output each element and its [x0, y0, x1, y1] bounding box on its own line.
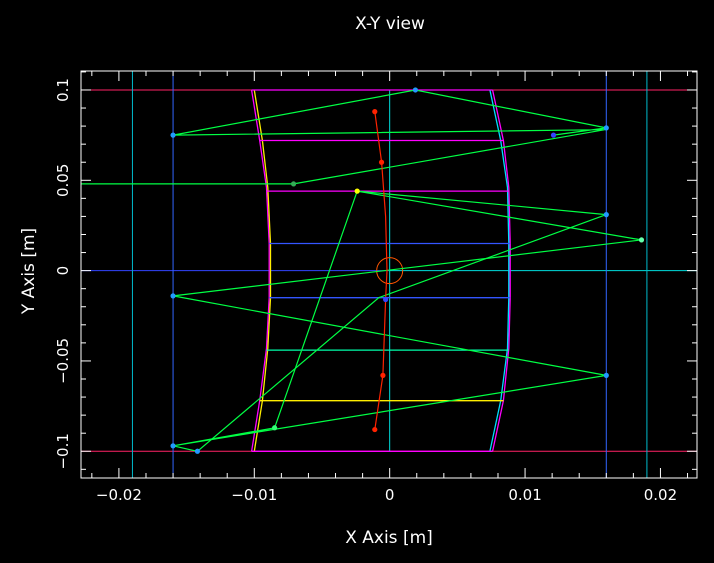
center-circle — [376, 257, 404, 285]
shape-inner-frame-left — [253, 89, 272, 452]
data-point-14 — [372, 109, 378, 115]
chart-title: X-Y view — [355, 14, 425, 34]
x-tick-label: 0.01 — [508, 486, 541, 504]
data-point-4 — [290, 181, 297, 187]
data-point-0 — [170, 132, 176, 138]
y-tick-label: 0.1 — [54, 78, 72, 102]
data-point-11 — [272, 425, 278, 431]
shape-outer-frame-left — [250, 89, 270, 452]
axis-ticks: −0.02 −0.01 0 0.01 0.02 −0.1 −0.05 0 0.05 0.1 — [54, 71, 697, 504]
plot-frame — [80, 70, 698, 479]
y-tick-label: −0.1 — [54, 433, 72, 469]
data-point-13 — [194, 448, 201, 454]
x-tick-label: −0.01 — [231, 486, 277, 504]
data-point-16 — [380, 372, 386, 378]
data-point-3 — [550, 132, 557, 138]
y-axis-label: Y Axis [m] — [19, 228, 39, 315]
data-point-12 — [170, 443, 176, 449]
plot-area — [81, 71, 697, 478]
data-point-5 — [354, 188, 360, 194]
data-point-15 — [378, 159, 385, 165]
y-tick-label: −0.05 — [54, 338, 72, 384]
data-point-6 — [603, 212, 609, 218]
x-tick-label: −0.02 — [96, 486, 142, 504]
x-tick-label: 0.02 — [644, 486, 677, 504]
data-point-1 — [412, 87, 418, 93]
series-line-2 — [172, 190, 607, 452]
data-point-8 — [170, 293, 176, 299]
data-point-10 — [603, 372, 609, 378]
x-axis-label: X Axis [m] — [345, 528, 433, 548]
y-tick-label: 0.05 — [54, 164, 72, 197]
data-point-2 — [603, 125, 609, 131]
data-point-9 — [383, 296, 389, 303]
data-point-7 — [638, 237, 645, 243]
data-point-17 — [372, 426, 378, 433]
y-tick-label: 0 — [54, 266, 72, 276]
x-tick-label: 0 — [385, 486, 395, 504]
